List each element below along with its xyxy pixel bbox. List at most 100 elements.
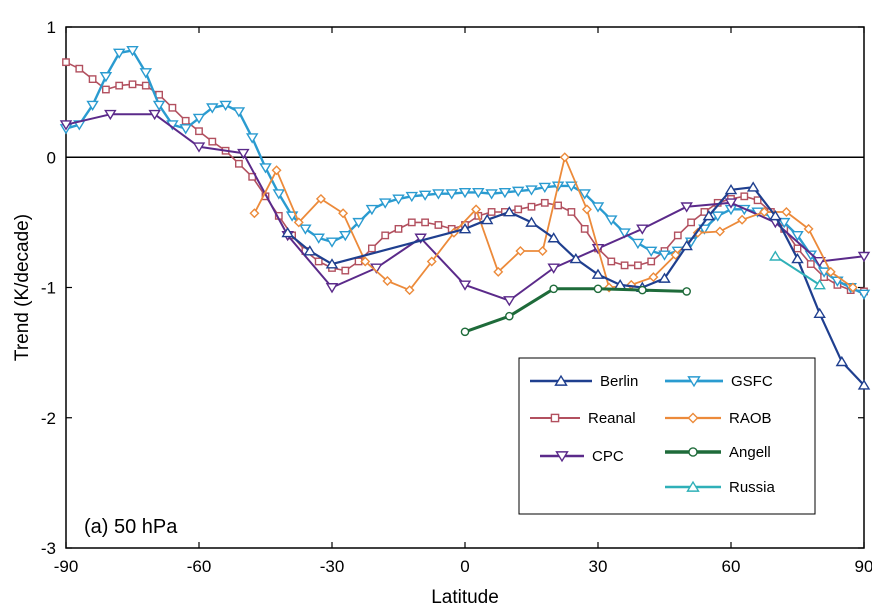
data-point-berlin: [547, 232, 560, 243]
data-point-raob: [825, 266, 836, 277]
data-point-cpc: [192, 142, 206, 153]
data-point-angell: [682, 287, 691, 296]
data-point-reanal: [88, 75, 97, 84]
data-point-reanal: [421, 218, 429, 227]
legend-item-reanal: Reanal: [530, 410, 636, 427]
data-point-gsfc: [418, 190, 432, 201]
series-russia: [769, 250, 826, 290]
data-point-reanal: [620, 261, 629, 270]
data-point-gsfc: [525, 185, 538, 196]
y-tick-label: -2: [41, 409, 56, 428]
data-point-reanal: [394, 224, 403, 233]
data-point-berlin: [702, 210, 716, 221]
data-point-gsfc: [485, 189, 498, 200]
data-point-gsfc: [352, 217, 365, 229]
data-point-raob: [271, 165, 282, 176]
data-point-berlin: [746, 181, 760, 192]
series-line-russia: [774, 255, 821, 286]
data-point-reanal: [514, 205, 523, 214]
data-point-reanal: [806, 260, 815, 268]
data-point-raob: [714, 226, 725, 237]
data-point-reanal: [168, 103, 177, 112]
data-point-reanal: [647, 257, 656, 266]
data-point-gsfc: [591, 202, 605, 213]
data-point-raob: [648, 272, 659, 283]
data-point-raob: [515, 246, 526, 257]
data-point-cpc: [503, 296, 516, 307]
data-point-gsfc: [472, 187, 485, 199]
data-point-gsfc: [392, 194, 405, 205]
data-point-cpc: [813, 257, 826, 268]
y-tick-label: -3: [41, 539, 56, 558]
x-tick-label: 60: [722, 557, 741, 576]
legend-item-gsfc: GSFC: [665, 373, 773, 390]
data-point-gsfc: [658, 250, 671, 261]
data-point-raob: [493, 266, 504, 277]
legend: Berlin GSFC Reanal RAOB CPC Angell Russia: [518, 357, 816, 515]
series-gsfc: [59, 45, 871, 300]
data-point-gsfc: [618, 228, 631, 239]
data-point-reanal: [580, 224, 589, 233]
legend-item-angell: Angell: [665, 444, 771, 461]
data-point-berlin: [480, 213, 494, 225]
data-point-reanal: [487, 208, 496, 216]
data-point-reanal: [115, 81, 124, 90]
data-point-reanal: [341, 266, 350, 275]
data-point-gsfc: [339, 230, 352, 242]
data-point-raob: [315, 193, 326, 204]
data-point-gsfc: [777, 217, 791, 229]
series-reanal: [62, 58, 868, 296]
legend-item-russia: Russia: [665, 479, 776, 496]
data-point-reanal: [195, 127, 203, 136]
data-point-russia: [769, 250, 782, 261]
data-point-berlin: [458, 223, 472, 234]
data-point-reanal: [607, 257, 616, 266]
data-point-gsfc: [139, 68, 153, 79]
data-point-berlin: [658, 272, 671, 283]
data-point-cpc: [59, 120, 73, 131]
data-point-gsfc: [192, 113, 206, 125]
data-point-raob: [781, 206, 792, 217]
x-tick-label: 90: [855, 557, 872, 576]
data-point-gsfc: [538, 182, 552, 194]
data-point-gsfc: [698, 224, 711, 235]
data-point-reanal: [567, 208, 576, 216]
data-point-reanal: [128, 80, 137, 89]
data-point-reanal: [673, 231, 682, 240]
axes: -90 -60 -30 0 30 60 90 1 0 -1 -2 -3: [41, 18, 872, 576]
data-point-cpc: [724, 198, 738, 209]
data-point-berlin: [554, 374, 568, 386]
data-point-raob: [559, 152, 570, 163]
legend-item-cpc: CPC: [540, 448, 624, 465]
data-point-berlin: [591, 268, 605, 279]
series-line-angell: [464, 287, 687, 334]
data-point-angell: [460, 327, 470, 337]
data-point-berlin: [680, 239, 693, 251]
data-point-reanal: [101, 85, 110, 94]
data-point-reanal: [740, 192, 749, 201]
data-point-berlin: [503, 206, 516, 217]
data-point-reanal: [700, 208, 709, 216]
x-tick-label: 30: [589, 557, 608, 576]
data-point-gsfc: [299, 224, 312, 235]
data-point-raob: [338, 208, 349, 219]
data-point-reanal: [687, 218, 696, 227]
data-point-gsfc: [711, 211, 724, 222]
data-point-angell: [505, 311, 514, 321]
data-point-cpc: [680, 202, 693, 213]
data-point-cpc: [636, 224, 649, 235]
data-point-raob: [426, 256, 437, 267]
data-point-reanal: [314, 257, 323, 266]
data-point-cpc: [555, 451, 569, 463]
data-point-reanal: [527, 202, 536, 211]
data-point-cpc: [237, 148, 250, 160]
data-point-berlin: [569, 252, 583, 264]
data-point-cpc: [325, 283, 339, 294]
x-tick-label: -60: [187, 557, 212, 576]
legend-label-russia: Russia: [729, 479, 776, 496]
data-point-gsfc: [312, 233, 325, 244]
data-point-reanal: [793, 244, 802, 253]
data-point-cpc: [458, 280, 472, 291]
data-point-gsfc: [112, 48, 126, 59]
data-point-gsfc: [259, 163, 272, 174]
